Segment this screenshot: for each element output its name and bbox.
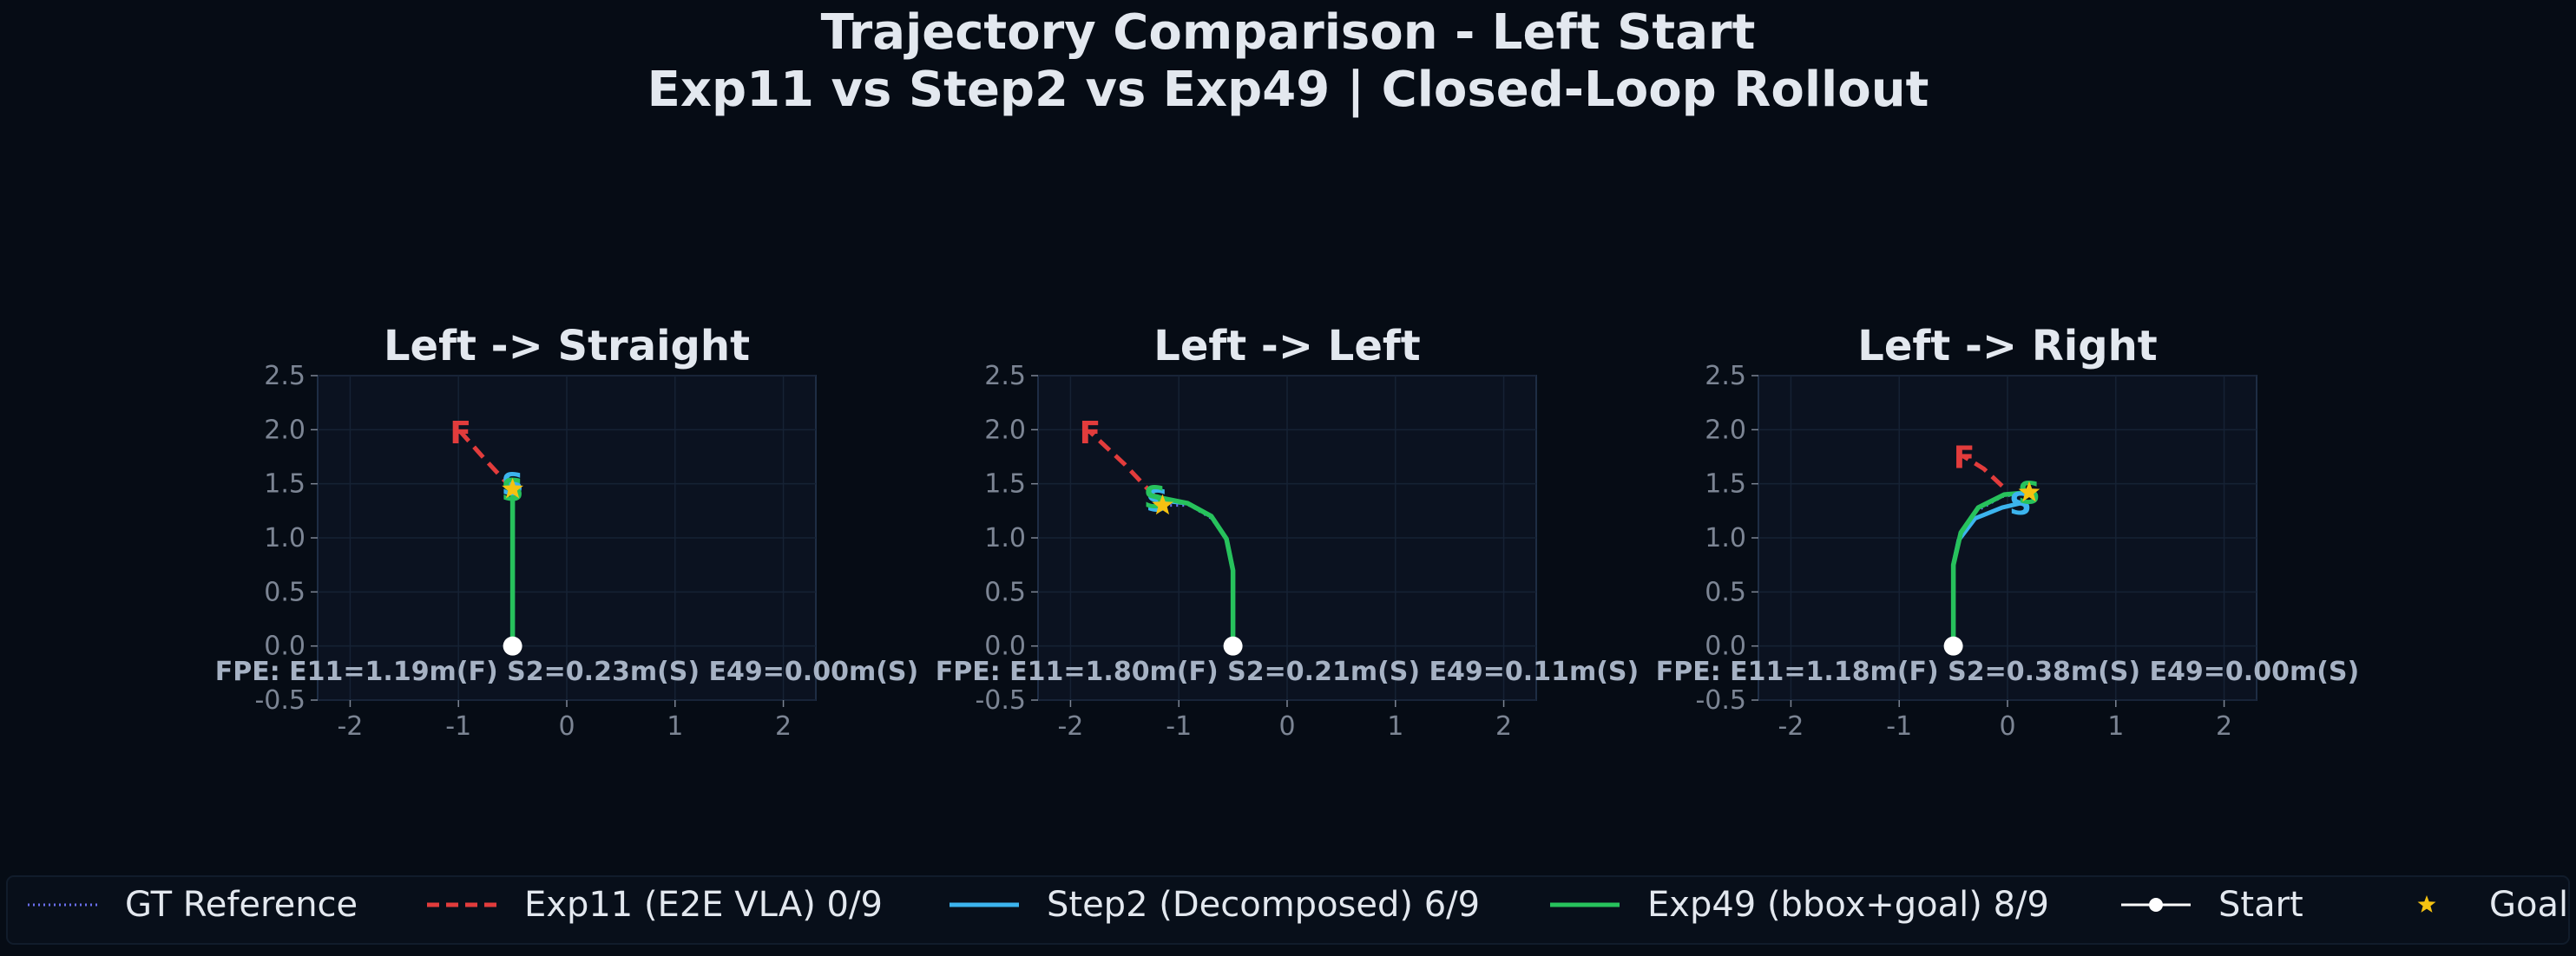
legend-item-goal: Goal [2417,885,2568,925]
x-tick-label: 0 [1999,711,2015,742]
subplot-title: Left -> Right [1857,322,2157,370]
y-tick-label: -0.5 [1695,685,1746,716]
y-tick-label: 1.5 [264,469,306,500]
y-tick-label: 2.5 [984,361,1026,391]
x-tick-label: -1 [1886,711,1912,742]
legend: GT Reference Exp11 (E2E VLA) 0/9 Step2 (De… [6,875,2570,945]
y-tick-label: -0.5 [254,685,306,716]
goal-star-marker [2018,481,2040,502]
y-tick-label: 0.0 [264,632,306,662]
subplot-title: Left -> Left [1153,322,1421,370]
legend-label: Goal [2489,885,2568,925]
endpoint-label-exp11: F [1954,441,1975,476]
subplot-3: -2 -1 0 1 2 -0.5 0.0 0.5 1.0 1.5 2.0 2.5 Left -> Rig… [1656,322,2359,742]
subplot-title: Left -> Straight [384,322,750,370]
goal-star-marker [502,477,523,499]
figure-title-line1: Trajectory Comparison - Left Start [821,4,1756,61]
y-tick-label: 0.5 [1705,577,1746,607]
start-marker [1223,636,1243,656]
y-tick-label: 0.0 [984,632,1026,662]
fpe-annotation: FPE: E11=1.18m(F) S2=0.38m(S) E49=0.00m(… [1656,657,2359,687]
legend-item-exp49: Exp49 (bbox+goal) 8/9 [1550,885,2049,925]
x-tick-label: 0 [1278,711,1295,742]
subplot-2: -2 -1 0 1 2 -0.5 0.0 0.5 1.0 1.5 2.0 2.5 Left -> Lef… [936,322,1639,742]
y-tick-label: 2.0 [984,415,1026,445]
legend-item-start: Start [2121,885,2303,925]
y-tick-label: 1.0 [1705,523,1746,553]
start-marker [1943,636,1963,656]
y-tick-label: 1.0 [984,523,1026,553]
x-tick-label: -1 [445,711,471,742]
trajectory-exp11 [1962,455,2004,488]
y-tick-label: 2.5 [264,361,306,391]
fpe-annotation: FPE: E11=1.80m(F) S2=0.21m(S) E49=0.11m(… [936,657,1639,687]
x-tick-label: -1 [1166,711,1192,742]
x-tick-label: -2 [1057,711,1083,742]
legend-label: Exp11 (E2E VLA) 0/9 [524,885,883,925]
y-tick-label: 2.0 [264,415,306,445]
y-tick-label: -0.5 [975,685,1026,716]
x-tick-label: 2 [1495,711,1512,742]
y-tick-label: 0.0 [1705,632,1746,662]
x-tick-label: 2 [775,711,792,742]
y-tick-label: 2.5 [1705,361,1746,391]
endpoint-label-exp11: F [1080,416,1101,451]
legend-label: Step2 (Decomposed) 6/9 [1047,885,1480,925]
trajectory-exp49 [1950,489,2032,649]
legend-item-gt: GT Reference [28,885,358,925]
x-tick-label: 0 [558,711,575,742]
legend-label: Start [2218,885,2303,925]
start-marker [503,636,522,656]
trajectory-exp11 [1088,429,1157,499]
trajectory-exp11 [458,430,515,491]
trajectory-exp49 [1153,494,1236,649]
x-tick-label: -2 [1778,711,1804,742]
x-tick-label: -2 [337,711,363,742]
y-tick-label: 1.5 [984,469,1026,500]
legend-label: GT Reference [125,885,358,925]
y-tick-label: 1.0 [264,523,306,553]
x-tick-label: 1 [1387,711,1403,742]
legend-marker [2149,898,2163,912]
figure-title-line2: Exp11 vs Step2 vs Exp49 | Closed-Loop Ro… [647,62,1929,118]
legend-label: Exp49 (bbox+goal) 8/9 [1647,885,2049,925]
fpe-annotation: FPE: E11=1.19m(F) S2=0.23m(S) E49=0.00m(… [215,657,918,687]
subplots: -2 -1 0 1 2 -0.5 0.0 0.5 1.0 1.5 2.0 2.5 Left -> Str… [215,322,2359,742]
legend-marker [2417,895,2436,913]
legend-item-step2: Step2 (Decomposed) 6/9 [950,885,1480,925]
y-tick-label: 0.5 [264,577,306,607]
subplot-1: -2 -1 0 1 2 -0.5 0.0 0.5 1.0 1.5 2.0 2.5 Left -> Str… [215,322,918,742]
y-tick-label: 1.5 [1705,469,1746,500]
legend-item-exp11: Exp11 (E2E VLA) 0/9 [427,885,883,925]
legend-box [6,875,2570,945]
goal-star-marker [1152,494,1173,515]
endpoint-label-exp11: F [450,416,471,451]
y-tick-label: 2.0 [1705,415,1746,445]
x-tick-label: 1 [2107,711,2124,742]
x-tick-label: 1 [667,711,683,742]
x-tick-label: 2 [2216,711,2232,742]
y-tick-label: 0.5 [984,577,1026,607]
